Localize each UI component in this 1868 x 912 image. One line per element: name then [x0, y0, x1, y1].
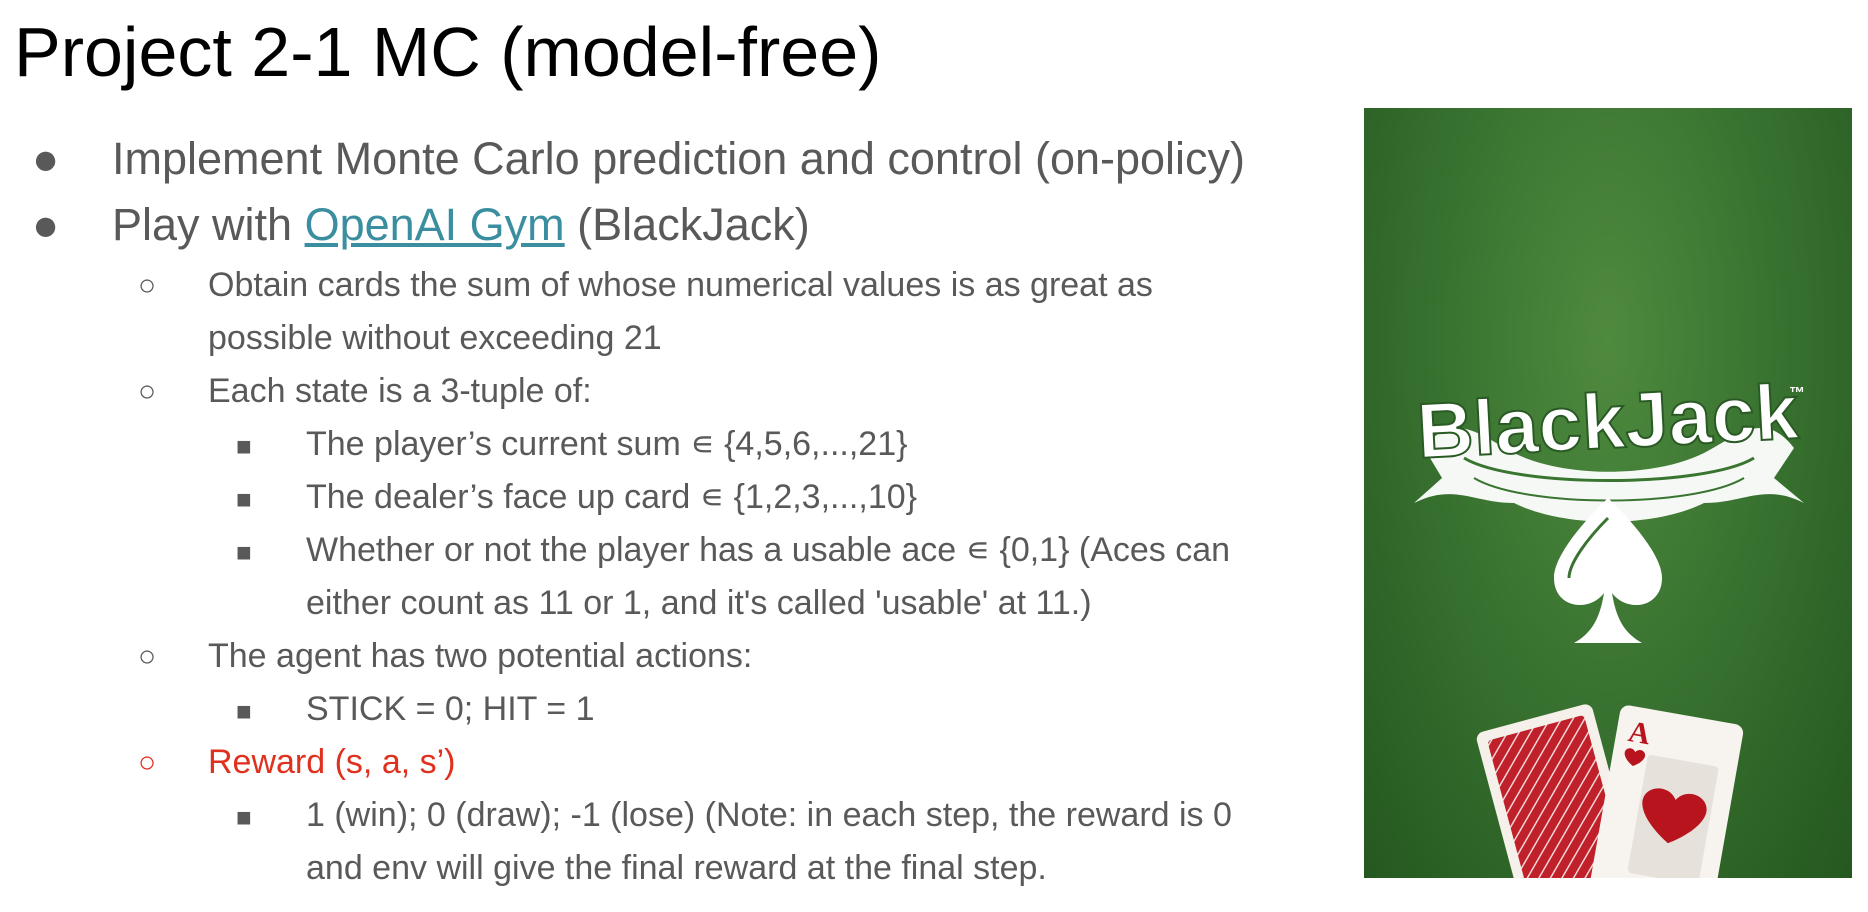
- state-item-usable-ace-cont: either count as 11 or 1, and it's called…: [306, 584, 1092, 622]
- bullet-dot-icon: ●: [32, 133, 60, 184]
- reward-item: ■ 1 (win); 0 (draw); -1 (lose) (Note: in…: [236, 789, 1232, 842]
- hollow-circle-icon: ○: [138, 269, 157, 302]
- hollow-circle-icon: ○: [138, 640, 157, 673]
- sub-bullet-actions: ○ The agent has two potential actions:: [138, 630, 752, 683]
- sub-bullet-reward: ○ Reward (s, a, s’): [138, 736, 456, 789]
- blackjack-artwork: BlackJack ™ A: [1414, 366, 1805, 878]
- card-back-icon: [1476, 704, 1636, 878]
- state-item-player-sum: ■ The player’s current sum ∊ {4,5,6,...,…: [236, 418, 907, 471]
- reward-item-cont: and env will give the final reward at th…: [306, 849, 1047, 887]
- trademark-mark: ™: [1789, 385, 1805, 402]
- blackjack-logo-text: BlackJack: [1415, 367, 1801, 475]
- spade-icon: [1554, 498, 1662, 643]
- ace-of-hearts-icon: A: [1589, 705, 1744, 878]
- action-item: ■ STICK = 0; HIT = 1: [236, 683, 595, 736]
- sub-bullet-objective: ○ Obtain cards the sum of whose numerica…: [138, 259, 1153, 312]
- square-bullet-icon: ■: [236, 802, 252, 832]
- sub-bullet-objective-cont: possible without exceeding 21: [208, 319, 662, 357]
- slide-title: Project 2-1 MC (model-free): [14, 13, 882, 91]
- bullet-monte-carlo: ● Implement Monte Carlo prediction and c…: [32, 126, 1245, 192]
- hollow-circle-icon: ○: [138, 375, 157, 408]
- bullet-openai-gym: ● Play with OpenAI Gym (BlackJack): [32, 192, 810, 258]
- square-bullet-icon: ■: [236, 484, 252, 514]
- square-bullet-icon: ■: [236, 537, 252, 567]
- bullet-dot-icon: ●: [32, 199, 60, 250]
- state-item-dealer-card: ■ The dealer’s face up card ∊ {1,2,3,...…: [236, 471, 917, 524]
- square-bullet-icon: ■: [236, 431, 252, 461]
- blackjack-image: BlackJack ™ A: [1364, 108, 1852, 878]
- square-bullet-icon: ■: [236, 696, 252, 726]
- hollow-circle-icon: ○: [138, 746, 157, 779]
- sub-bullet-state: ○ Each state is a 3-tuple of:: [138, 365, 592, 418]
- openai-gym-link[interactable]: OpenAI Gym: [304, 199, 565, 250]
- state-item-usable-ace: ■ Whether or not the player has a usable…: [236, 524, 1230, 577]
